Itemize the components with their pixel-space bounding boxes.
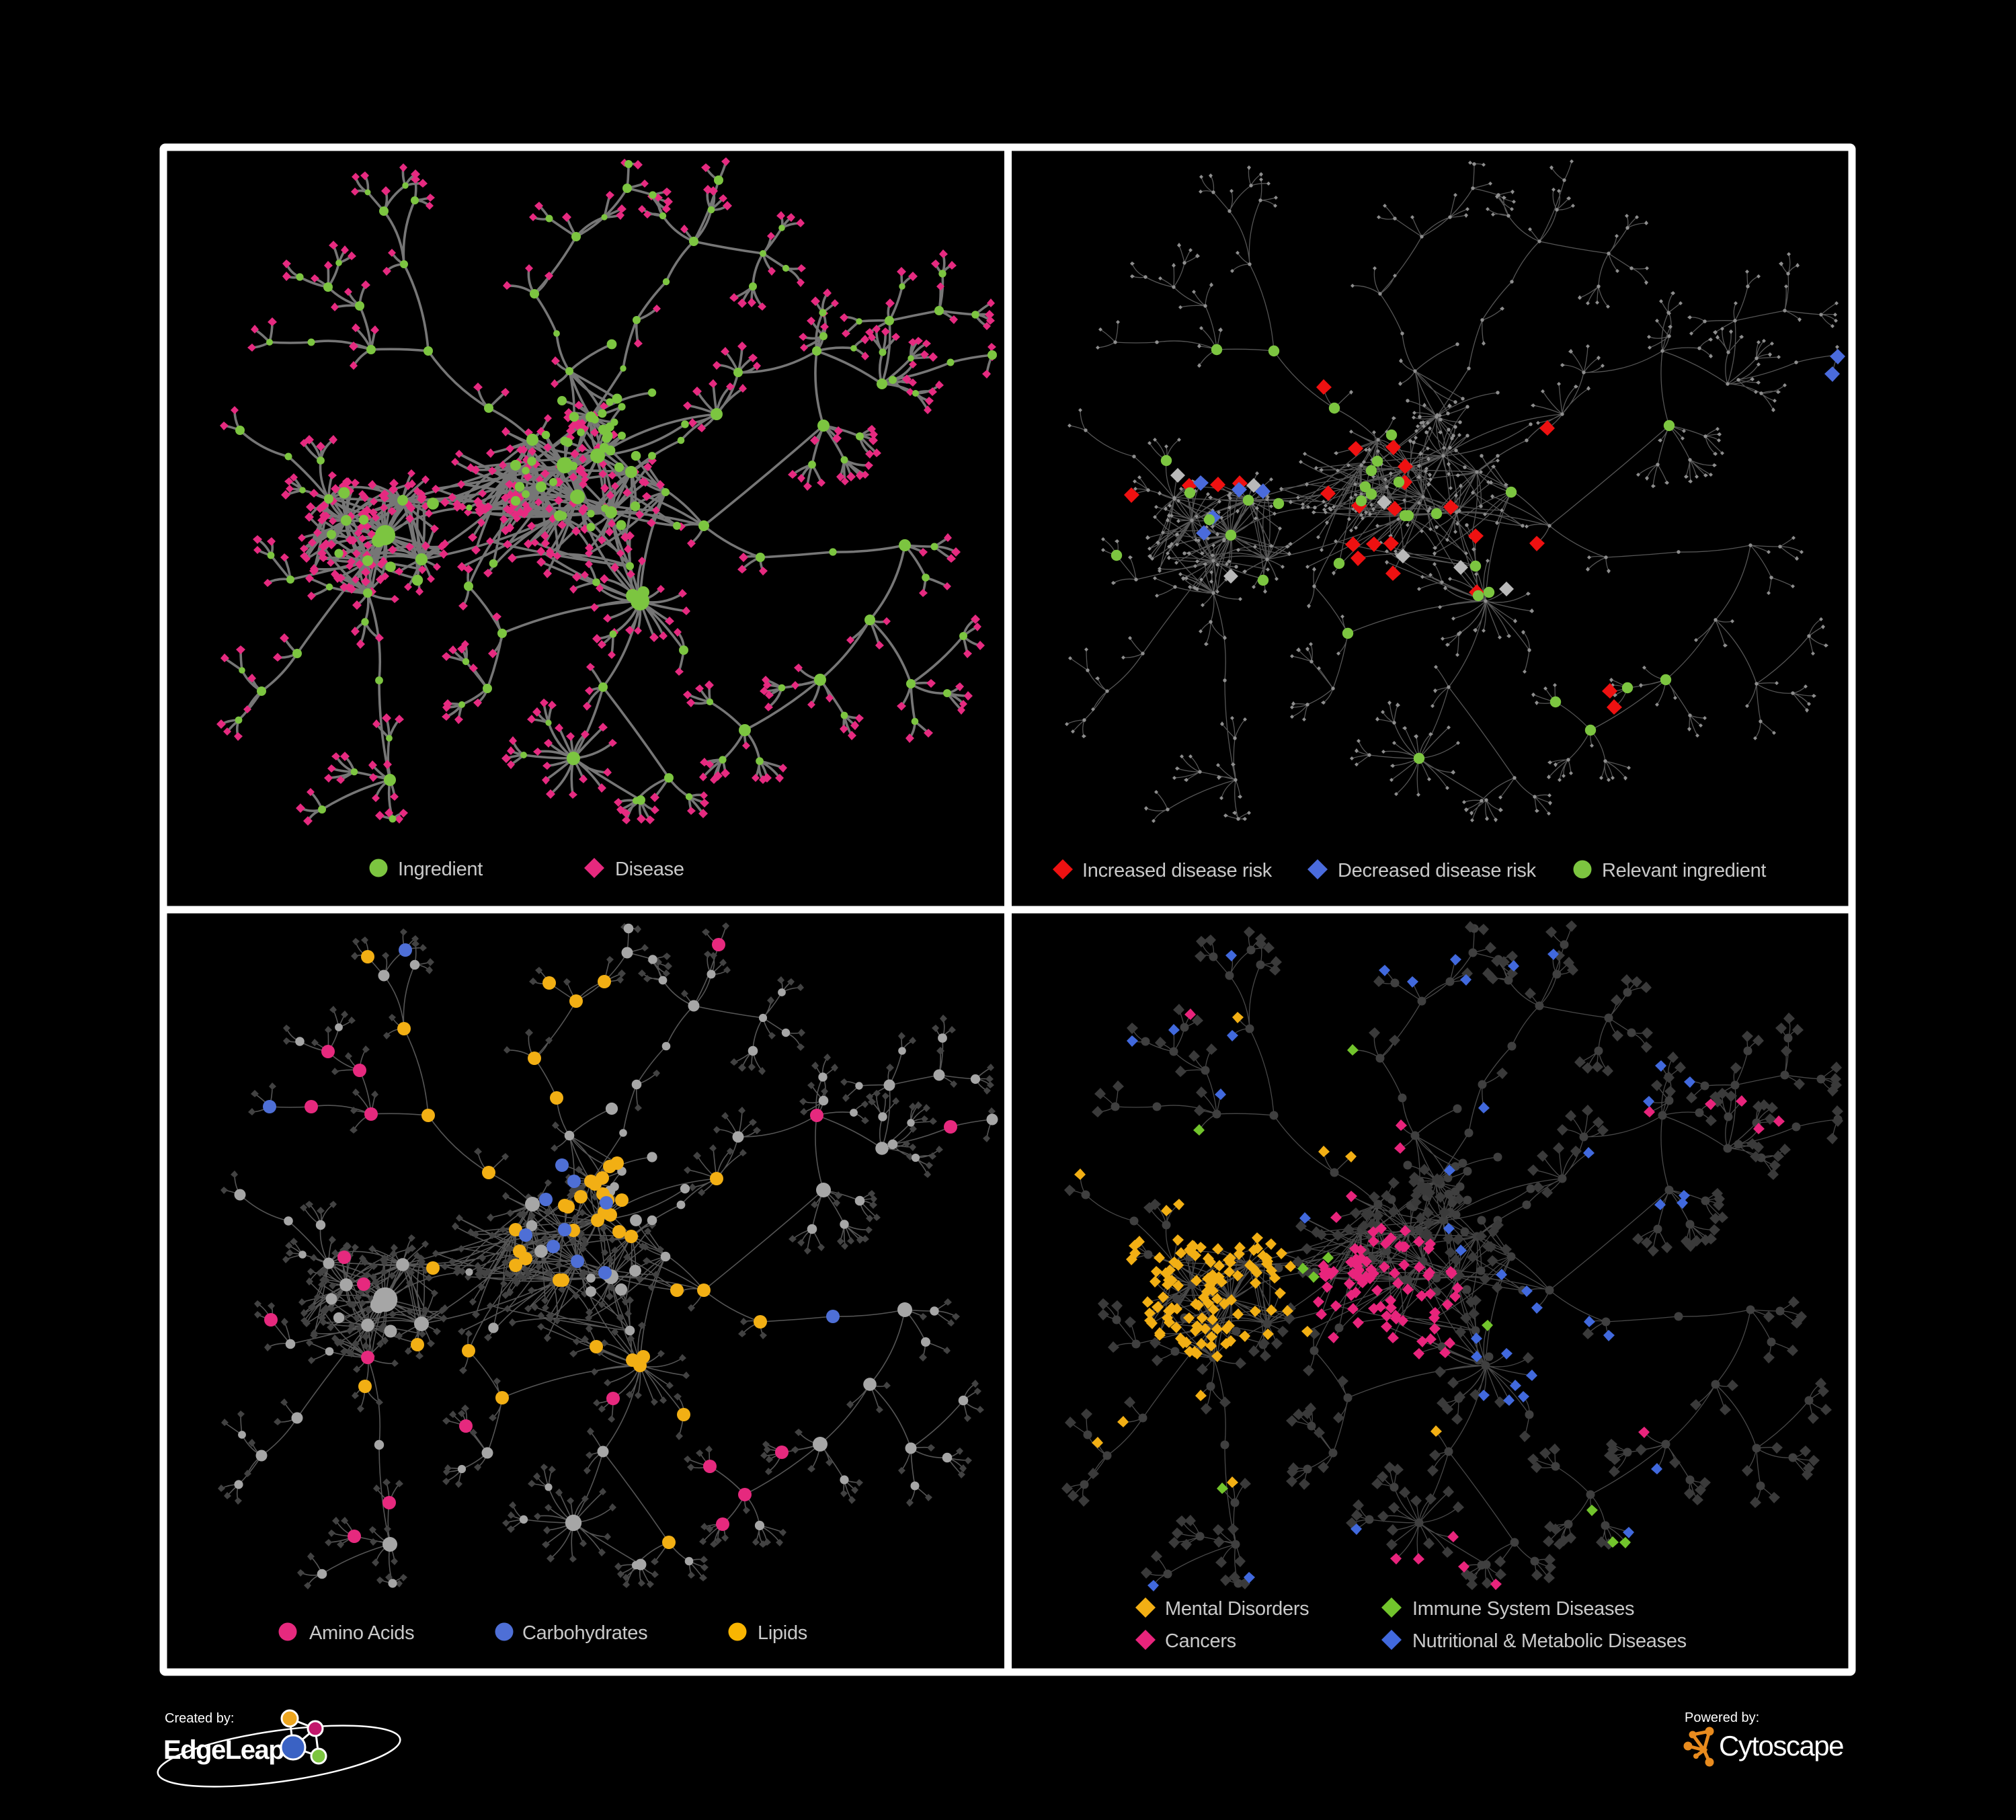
svg-text:Ingredient: Ingredient xyxy=(398,859,483,880)
svg-text:Disease: Disease xyxy=(615,859,684,880)
svg-text:Amino Acids: Amino Acids xyxy=(309,1622,414,1644)
svg-text:Lipids: Lipids xyxy=(758,1622,807,1644)
svg-text:Immune System Diseases: Immune System Diseases xyxy=(1412,1598,1634,1620)
svg-text:Carbohydrates: Carbohydrates xyxy=(522,1622,647,1644)
svg-text:Increased disease risk: Increased disease risk xyxy=(1082,860,1273,881)
svg-text:Relevant ingredient: Relevant ingredient xyxy=(1602,860,1766,881)
svg-text:Mental Disorders: Mental Disorders xyxy=(1165,1598,1309,1620)
svg-text:Nutritional & Metabolic Diseas: Nutritional & Metabolic Diseases xyxy=(1412,1630,1687,1652)
svg-text:Cancers: Cancers xyxy=(1165,1630,1236,1652)
svg-text:Cytoscape: Cytoscape xyxy=(1719,1730,1843,1762)
svg-text:Created by:: Created by: xyxy=(165,1711,234,1726)
svg-text:Powered by:: Powered by: xyxy=(1685,1710,1759,1725)
svg-text:Decreased disease risk: Decreased disease risk xyxy=(1338,860,1537,881)
